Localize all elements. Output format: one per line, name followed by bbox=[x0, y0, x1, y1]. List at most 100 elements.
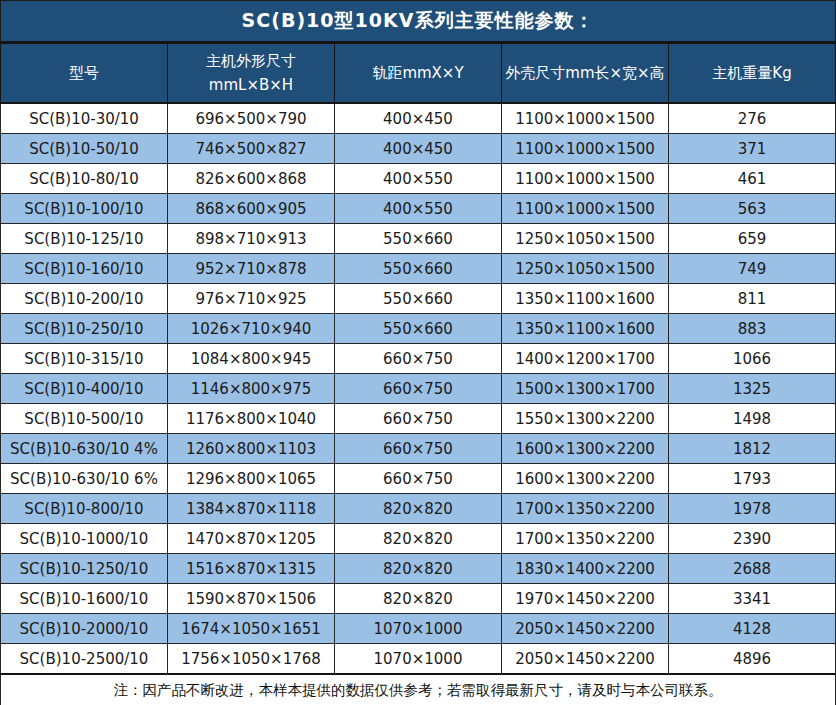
column-header-label: 型号 bbox=[69, 64, 99, 82]
table-cell: 746×500×827 bbox=[168, 134, 335, 164]
table-cell: 2050×1450×2200 bbox=[502, 644, 669, 675]
table-cell: SC(B)10-100/10 bbox=[1, 194, 168, 224]
table-row: SC(B)10-1250/101516×870×1315820×8201830×… bbox=[1, 554, 836, 584]
table-cell: SC(B)10-1250/10 bbox=[1, 554, 168, 584]
table-cell: SC(B)10-630/10 6% bbox=[1, 464, 168, 494]
column-header-main-dimensions: 主机外形尺寸 mmL×B×H bbox=[168, 43, 335, 104]
table-cell: 1516×870×1315 bbox=[168, 554, 335, 584]
table-row: SC(B)10-250/101026×710×940550×6601350×11… bbox=[1, 314, 836, 344]
table-cell: 1700×1350×2200 bbox=[502, 494, 669, 524]
table-cell: 1812 bbox=[669, 434, 836, 464]
table-cell: 1500×1300×1700 bbox=[502, 374, 669, 404]
table-row: SC(B)10-400/101146×800×975660×7501500×13… bbox=[1, 374, 836, 404]
table-cell: 660×750 bbox=[335, 434, 502, 464]
table-cell: 371 bbox=[669, 134, 836, 164]
table-cell: 3341 bbox=[669, 584, 836, 614]
table-cell: SC(B)10-30/10 bbox=[1, 103, 168, 134]
table-cell: 400×450 bbox=[335, 103, 502, 134]
table-cell: 550×660 bbox=[335, 254, 502, 284]
table-cell: 1793 bbox=[669, 464, 836, 494]
table-cell: 659 bbox=[669, 224, 836, 254]
table-cell: SC(B)10-50/10 bbox=[1, 134, 168, 164]
table-cell: 820×820 bbox=[335, 584, 502, 614]
table-row: SC(B)10-30/10696×500×790400×4501100×1000… bbox=[1, 103, 836, 134]
table-cell: 2390 bbox=[669, 524, 836, 554]
table-cell: 1250×1050×1500 bbox=[502, 254, 669, 284]
table-cell: 1470×870×1205 bbox=[168, 524, 335, 554]
table-cell: 400×550 bbox=[335, 164, 502, 194]
table-cell: 2050×1450×2200 bbox=[502, 614, 669, 644]
table-cell: 1100×1000×1500 bbox=[502, 134, 669, 164]
table-cell: 4128 bbox=[669, 614, 836, 644]
table-row: SC(B)10-200/10976×710×925550×6601350×110… bbox=[1, 284, 836, 314]
table-cell: 400×550 bbox=[335, 194, 502, 224]
table-cell: 1970×1450×2200 bbox=[502, 584, 669, 614]
table-cell: 660×750 bbox=[335, 344, 502, 374]
table-row: SC(B)10-80/10826×600×868400×5501100×1000… bbox=[1, 164, 836, 194]
table-cell: 1550×1300×2200 bbox=[502, 404, 669, 434]
table-cell: 1350×1100×1600 bbox=[502, 314, 669, 344]
table-cell: 1260×800×1103 bbox=[168, 434, 335, 464]
table-cell: SC(B)10-400/10 bbox=[1, 374, 168, 404]
table-cell: 660×750 bbox=[335, 464, 502, 494]
table-cell: 1590×870×1506 bbox=[168, 584, 335, 614]
title-row: SC(B)10型10KV系列主要性能参数： bbox=[1, 1, 836, 43]
table-row: SC(B)10-100/10868×600×905400×5501100×100… bbox=[1, 194, 836, 224]
table-row: SC(B)10-160/10952×710×878550×6601250×105… bbox=[1, 254, 836, 284]
table-cell: 1070×1000 bbox=[335, 644, 502, 675]
table-cell: SC(B)10-250/10 bbox=[1, 314, 168, 344]
table-cell: 1350×1100×1600 bbox=[502, 284, 669, 314]
table-cell: 1100×1000×1500 bbox=[502, 194, 669, 224]
table-cell: 563 bbox=[669, 194, 836, 224]
table-cell: 868×600×905 bbox=[168, 194, 335, 224]
table-cell: 820×820 bbox=[335, 494, 502, 524]
table-cell: 660×750 bbox=[335, 374, 502, 404]
table-head: SC(B)10型10KV系列主要性能参数： 型号 主机外形尺寸 mmL×B×H … bbox=[1, 1, 836, 104]
table-cell: 820×820 bbox=[335, 524, 502, 554]
table-cell: 660×750 bbox=[335, 404, 502, 434]
table-cell: 1325 bbox=[669, 374, 836, 404]
spec-table: SC(B)10型10KV系列主要性能参数： 型号 主机外形尺寸 mmL×B×H … bbox=[0, 0, 836, 705]
table-cell: 952×710×878 bbox=[168, 254, 335, 284]
table-cell: 1026×710×940 bbox=[168, 314, 335, 344]
table-cell: 1070×1000 bbox=[335, 614, 502, 644]
table-cell: SC(B)10-315/10 bbox=[1, 344, 168, 374]
table-cell: SC(B)10-80/10 bbox=[1, 164, 168, 194]
table-row: SC(B)10-1600/101590×870×1506820×8201970×… bbox=[1, 584, 836, 614]
table-cell: 550×660 bbox=[335, 314, 502, 344]
table-cell: 461 bbox=[669, 164, 836, 194]
table-cell: 898×710×913 bbox=[168, 224, 335, 254]
table-row: SC(B)10-630/10 4%1260×800×1103660×750160… bbox=[1, 434, 836, 464]
table-cell: 1066 bbox=[669, 344, 836, 374]
table-cell: 883 bbox=[669, 314, 836, 344]
table-cell: SC(B)10-160/10 bbox=[1, 254, 168, 284]
table-row: SC(B)10-630/10 6%1296×800×1065660×750160… bbox=[1, 464, 836, 494]
table-cell: 1700×1350×2200 bbox=[502, 524, 669, 554]
table-cell: SC(B)10-1600/10 bbox=[1, 584, 168, 614]
table-cell: 976×710×925 bbox=[168, 284, 335, 314]
table-cell: SC(B)10-125/10 bbox=[1, 224, 168, 254]
table-cell: 1084×800×945 bbox=[168, 344, 335, 374]
table-cell: SC(B)10-800/10 bbox=[1, 494, 168, 524]
table-cell: 1498 bbox=[669, 404, 836, 434]
table-cell: 550×660 bbox=[335, 224, 502, 254]
table-cell: 1756×1050×1768 bbox=[168, 644, 335, 675]
table-cell: 1146×800×975 bbox=[168, 374, 335, 404]
table-cell: 276 bbox=[669, 103, 836, 134]
table-cell: 1978 bbox=[669, 494, 836, 524]
column-header-label: 主机重量Kg bbox=[712, 64, 791, 82]
table-cell: 820×820 bbox=[335, 554, 502, 584]
table-cell: 1600×1300×2200 bbox=[502, 434, 669, 464]
header-row: 型号 主机外形尺寸 mmL×B×H 轨距mmX×Y 外壳尺寸mm长×宽×高 主机… bbox=[1, 43, 836, 104]
table-row: SC(B)10-315/101084×800×945660×7501400×12… bbox=[1, 344, 836, 374]
table-row: SC(B)10-50/10746×500×827400×4501100×1000… bbox=[1, 134, 836, 164]
column-header-label: 外壳尺寸mm长×宽×高 bbox=[505, 64, 664, 82]
table-cell: SC(B)10-2500/10 bbox=[1, 644, 168, 675]
table-row: SC(B)10-2500/101756×1050×17681070×100020… bbox=[1, 644, 836, 675]
table-cell: 4896 bbox=[669, 644, 836, 675]
table-row: SC(B)10-2000/101674×1050×16511070×100020… bbox=[1, 614, 836, 644]
table-row: SC(B)10-1000/101470×870×1205820×8201700×… bbox=[1, 524, 836, 554]
table-cell: SC(B)10-200/10 bbox=[1, 284, 168, 314]
table-cell: 1400×1200×1700 bbox=[502, 344, 669, 374]
column-header-sublabel: mmL×B×H bbox=[209, 76, 293, 94]
